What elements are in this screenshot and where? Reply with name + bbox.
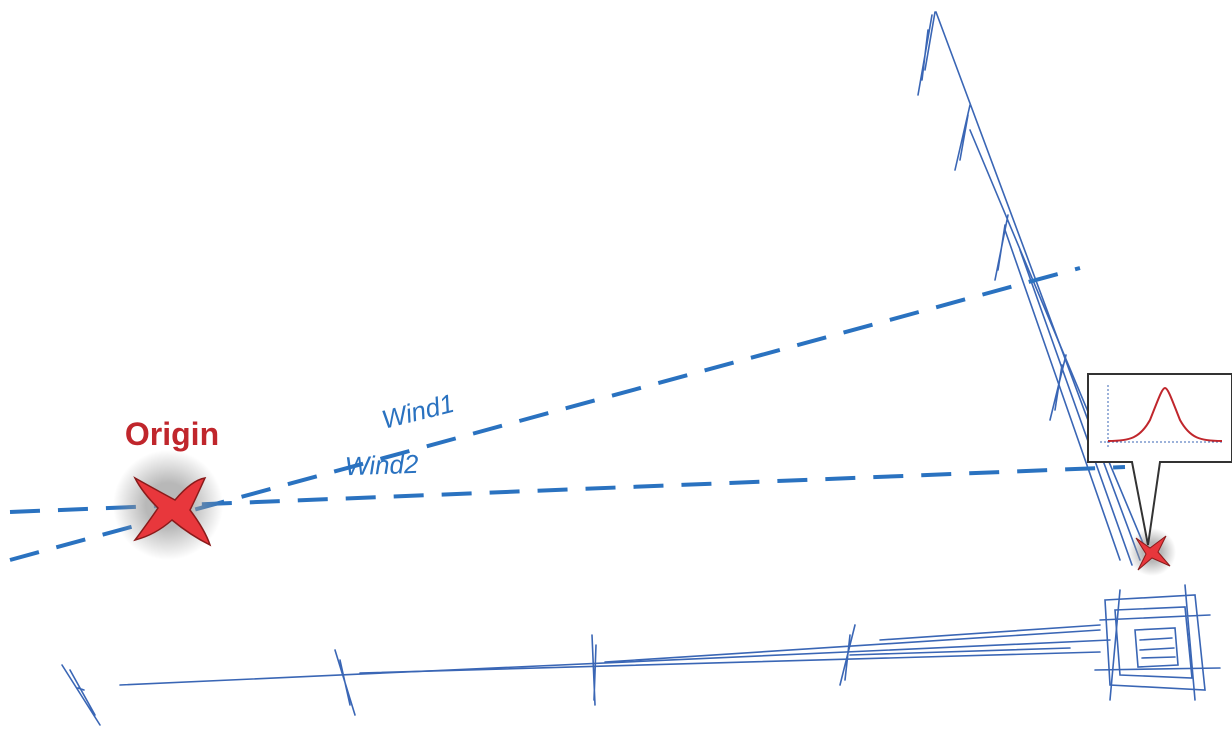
wind2-label: Wind2 (344, 449, 419, 482)
wind2-line (9, 465, 1126, 514)
origin-label: Origin (125, 416, 219, 452)
sketch-horizontal (61, 624, 1111, 726)
wind1-label: Wind1 (379, 388, 458, 435)
sketch-vertical (917, 11, 1149, 566)
sketch-box (1094, 584, 1221, 701)
target-marker (1128, 528, 1176, 576)
wind1-line (9, 266, 1081, 562)
callout (1087, 373, 1232, 546)
origin-marker (113, 450, 223, 560)
